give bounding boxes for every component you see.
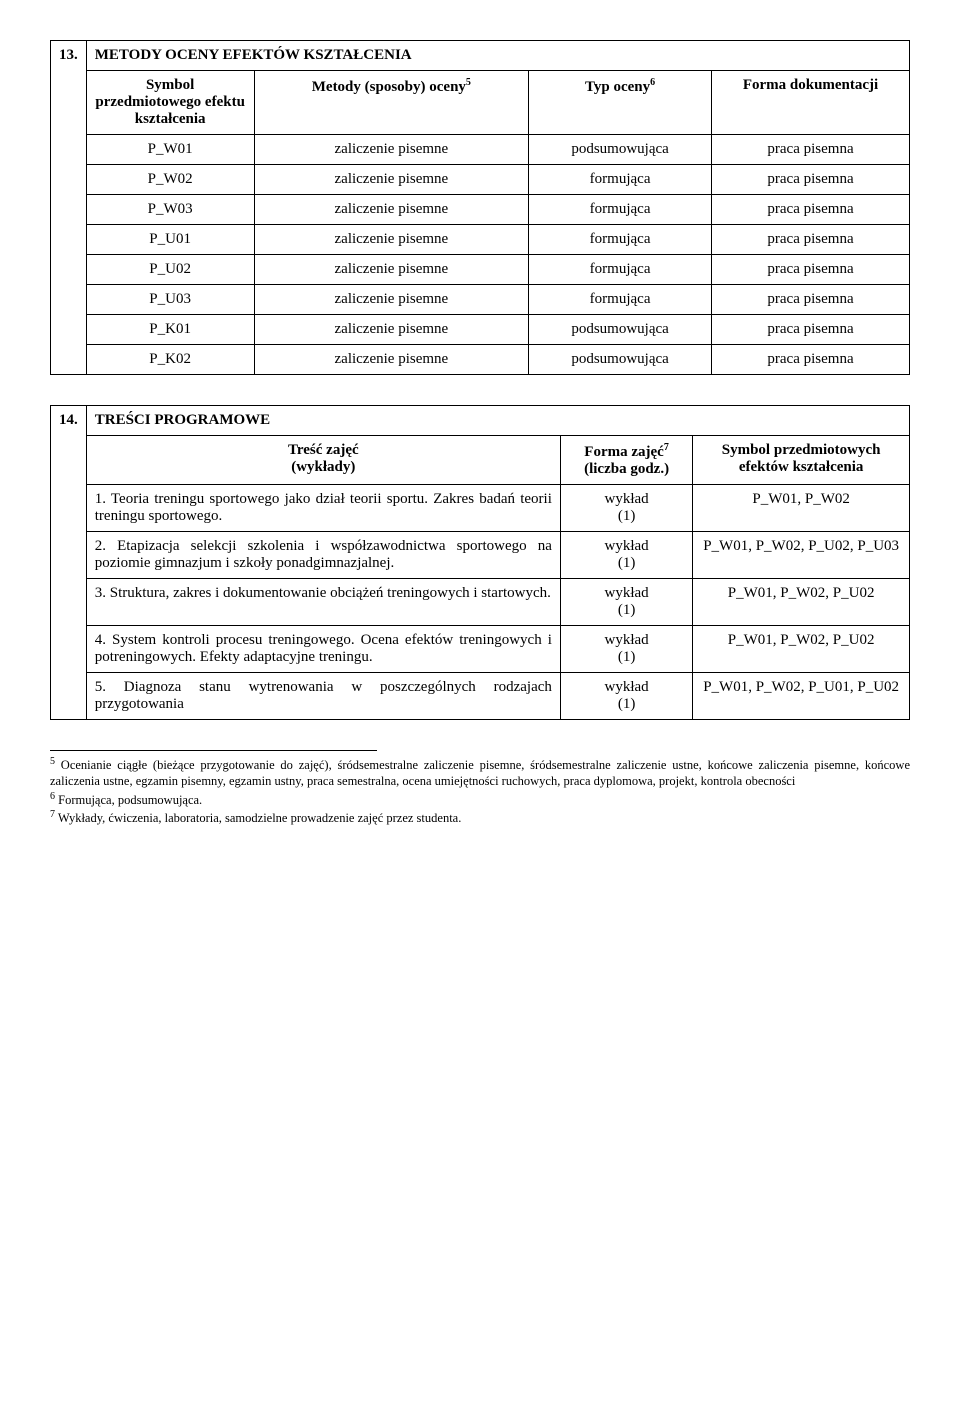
footnote-5-text: Ocenianie ciągłe (bieżące przygotowanie … [50,758,910,788]
t14-sym: P_W01, P_W02, P_U01, P_U02 [693,673,910,720]
table-row: P_W03 zaliczenie pisemne formująca praca… [51,195,910,225]
t14-header-col2-sup: 7 [664,442,669,453]
t14-sym: P_W01, P_W02, P_U02 [693,579,910,626]
section-14-title: TREŚCI PROGRAMOWE [86,406,909,436]
t14-form: wykład (1) [560,673,692,720]
t13-header-col3-sup: 6 [650,77,655,88]
t14-form-l2: (1) [618,696,636,712]
t14-form-l1: wykład [604,491,648,507]
table-row: 4. System kontroli procesu treningowego.… [51,626,910,673]
section-13-title: METODY OCENY EFEKTÓW KSZTAŁCENIA [86,41,909,71]
t14-form: wykład (1) [560,626,692,673]
t14-desc: 5. Diagnoza stanu wytrenowania w poszcze… [86,673,560,720]
t13-cell: zaliczenie pisemne [254,225,529,255]
t14-form-l2: (1) [618,649,636,665]
t14-form-l2: (1) [618,508,636,524]
t13-cell: praca pisemna [712,255,910,285]
t13-cell: podsumowująca [529,135,712,165]
table-section-14: 14. TREŚCI PROGRAMOWE Treść zajęć (wykła… [50,405,910,720]
t14-desc: 2. Etapizacja selekcji szkolenia i współ… [86,532,560,579]
footnotes: 5 Ocenianie ciągłe (bieżące przygotowani… [50,755,910,826]
table-row: P_W01 zaliczenie pisemne podsumowująca p… [51,135,910,165]
table-row: P_W02 zaliczenie pisemne formująca praca… [51,165,910,195]
t13-cell: podsumowująca [529,345,712,375]
table-row: 2. Etapizacja selekcji szkolenia i współ… [51,532,910,579]
t13-cell: formująca [529,285,712,315]
t14-header-col2: Forma zajęć7 (liczba godz.) [560,436,692,485]
t14-form-l2: (1) [618,602,636,618]
t14-form-l1: wykład [604,585,648,601]
table-row: 5. Diagnoza stanu wytrenowania w poszcze… [51,673,910,720]
footnote-5: 5 Ocenianie ciągłe (bieżące przygotowani… [50,755,910,790]
t14-desc: 3. Struktura, zakres i dokumentowanie ob… [86,579,560,626]
table-row: P_K02 zaliczenie pisemne podsumowująca p… [51,345,910,375]
table-section-13: 13. METODY OCENY EFEKTÓW KSZTAŁCENIA Sym… [50,40,910,375]
t13-cell: P_U01 [86,225,254,255]
footnote-7: 7 Wykłady, ćwiczenia, laboratoria, samod… [50,808,910,826]
t13-cell: zaliczenie pisemne [254,135,529,165]
t13-cell: formująca [529,195,712,225]
t14-sym: P_W01, P_W02, P_U02 [693,626,910,673]
t14-header-col1: Treść zajęć (wykłady) [86,436,560,485]
section-13-number: 13. [51,41,87,375]
t13-cell: formująca [529,255,712,285]
t13-cell: zaliczenie pisemne [254,315,529,345]
footnote-6: 6 Formująca, podsumowująca. [50,790,910,808]
t13-cell: praca pisemna [712,165,910,195]
t13-cell: P_W01 [86,135,254,165]
t13-cell: podsumowująca [529,315,712,345]
t13-cell: praca pisemna [712,285,910,315]
t13-cell: formująca [529,165,712,195]
t13-cell: formująca [529,225,712,255]
t13-cell: praca pisemna [712,195,910,225]
footnote-7-text: Wykłady, ćwiczenia, laboratoria, samodzi… [55,811,461,825]
t13-cell: P_K01 [86,315,254,345]
table-row: P_U01 zaliczenie pisemne formująca praca… [51,225,910,255]
t14-header-col1-l2: (wykłady) [291,459,355,475]
t14-sym: P_W01, P_W02 [693,485,910,532]
t13-cell: praca pisemna [712,135,910,165]
t13-header-col2-text: Metody (sposoby) oceny [312,79,466,95]
t14-form-l2: (1) [618,555,636,571]
footnote-6-text: Formująca, podsumowująca. [55,793,202,807]
t13-cell: P_W03 [86,195,254,225]
t13-header-col2-sup: 5 [466,77,471,88]
t14-form-l1: wykład [604,538,648,554]
t13-header-col2: Metody (sposoby) oceny5 [254,71,529,135]
t14-header-col3: Symbol przedmiotowych efektów kształceni… [693,436,910,485]
table-row: 1. Teoria treningu sportowego jako dział… [51,485,910,532]
t14-desc: 1. Teoria treningu sportowego jako dział… [86,485,560,532]
section-14-number: 14. [51,406,87,720]
t13-header-col3-text: Typ oceny [585,79,650,95]
t14-sym: P_W01, P_W02, P_U02, P_U03 [693,532,910,579]
t14-header-col1-l1: Treść zajęć [288,442,359,458]
t14-form: wykład (1) [560,485,692,532]
t14-header-col2-text: Forma zajęć [584,444,664,460]
t14-form-l1: wykład [604,679,648,695]
t13-header-col1: Symbol przedmiotowego efektu kształcenia [86,71,254,135]
t13-cell: zaliczenie pisemne [254,195,529,225]
t13-cell: P_U03 [86,285,254,315]
t14-form-l1: wykład [604,632,648,648]
t13-cell: praca pisemna [712,315,910,345]
t13-cell: zaliczenie pisemne [254,345,529,375]
t13-cell: P_W02 [86,165,254,195]
t14-desc: 4. System kontroli procesu treningowego.… [86,626,560,673]
t13-cell: P_U02 [86,255,254,285]
t13-header-col4: Forma dokumentacji [712,71,910,135]
t13-cell: zaliczenie pisemne [254,255,529,285]
table-row: 3. Struktura, zakres i dokumentowanie ob… [51,579,910,626]
table-row: P_K01 zaliczenie pisemne podsumowująca p… [51,315,910,345]
table-row: P_U02 zaliczenie pisemne formująca praca… [51,255,910,285]
t14-form: wykład (1) [560,532,692,579]
t14-form: wykład (1) [560,579,692,626]
t13-cell: praca pisemna [712,225,910,255]
t13-cell: zaliczenie pisemne [254,285,529,315]
t14-header-col2-l2: (liczba godz.) [584,461,669,477]
table-row: P_U03 zaliczenie pisemne formująca praca… [51,285,910,315]
t13-cell: P_K02 [86,345,254,375]
t13-header-col3: Typ oceny6 [529,71,712,135]
t13-cell: zaliczenie pisemne [254,165,529,195]
t13-cell: praca pisemna [712,345,910,375]
